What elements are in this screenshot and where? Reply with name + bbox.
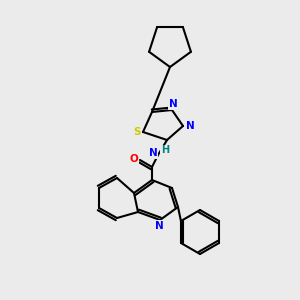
- Text: S: S: [133, 127, 141, 137]
- Text: N: N: [169, 99, 177, 109]
- Text: N: N: [186, 121, 194, 131]
- Text: H: H: [161, 145, 169, 155]
- Text: O: O: [130, 154, 138, 164]
- Text: N: N: [154, 221, 164, 231]
- Text: N: N: [148, 148, 158, 158]
